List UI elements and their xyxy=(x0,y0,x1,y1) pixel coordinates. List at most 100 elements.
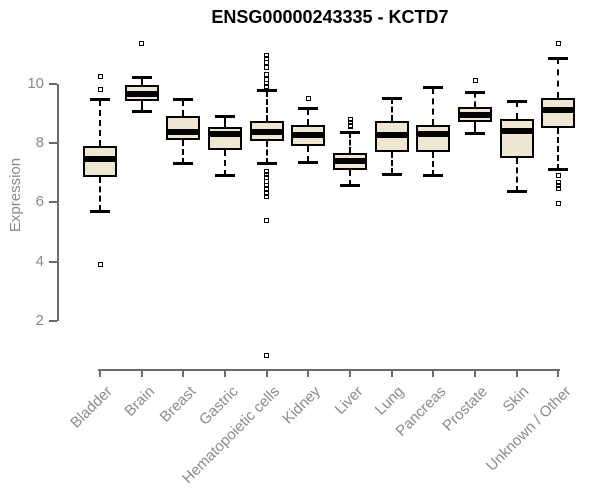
lower-whisker-cap xyxy=(423,174,444,178)
x-tick-mark xyxy=(349,369,351,377)
iqr-box-pancreas xyxy=(416,125,451,152)
y-tick-mark xyxy=(49,201,57,204)
x-tick-label: Bladder xyxy=(67,383,117,432)
outlier-point xyxy=(347,116,353,122)
outlier-point xyxy=(264,64,270,70)
upper-whisker-cap xyxy=(548,56,569,60)
x-tick-mark xyxy=(265,369,268,377)
outlier-point xyxy=(555,40,561,46)
median-line xyxy=(291,132,326,139)
lower-whisker xyxy=(307,145,310,163)
upper-whisker xyxy=(515,101,518,120)
y-tick-label: 4 xyxy=(35,252,44,270)
y-tick-mark xyxy=(49,260,57,263)
x-tick-label: Breast xyxy=(156,383,200,426)
outlier-point xyxy=(264,81,270,86)
median-line xyxy=(416,130,451,137)
x-tick-label: Lung xyxy=(372,383,408,419)
x-tick-label: Skin xyxy=(500,383,533,416)
upper-whisker xyxy=(224,116,226,127)
median-line xyxy=(333,157,367,164)
iqr-box-skin xyxy=(499,119,534,158)
median-line xyxy=(458,111,492,118)
lower-whisker-cap xyxy=(131,110,152,114)
outlier-point xyxy=(555,180,561,186)
lower-whisker xyxy=(224,150,226,176)
x-tick-mark xyxy=(474,369,476,377)
lower-whisker xyxy=(474,122,476,134)
outlier-point xyxy=(264,193,270,199)
x-tick-label: Prostate xyxy=(439,383,492,435)
outlier-point xyxy=(264,183,270,189)
x-tick-label: Brain xyxy=(120,383,158,420)
lower-whisker-cap xyxy=(506,190,527,194)
x-tick-mark xyxy=(307,369,310,377)
x-axis-line xyxy=(98,369,561,371)
lower-whisker-cap xyxy=(215,174,235,178)
x-tick-mark xyxy=(432,369,435,377)
outlier-point xyxy=(472,78,478,84)
median-line xyxy=(166,129,201,136)
lower-whisker xyxy=(140,101,143,112)
lower-whisker-cap xyxy=(340,184,360,188)
x-tick-mark xyxy=(515,369,518,377)
upper-whisker-cap xyxy=(215,114,235,118)
y-tick-label: 6 xyxy=(35,193,44,211)
lower-whisker xyxy=(515,157,518,192)
outlier-point xyxy=(139,40,145,46)
outlier-point xyxy=(97,73,103,79)
upper-whisker-cap xyxy=(90,98,110,102)
lower-whisker xyxy=(432,151,435,176)
upper-whisker xyxy=(349,132,351,154)
upper-whisker-cap xyxy=(506,99,527,103)
x-tick-mark xyxy=(99,369,101,377)
lower-whisker xyxy=(390,151,393,175)
y-tick-label: 2 xyxy=(35,312,44,330)
outlier-point xyxy=(347,124,353,130)
outlier-point xyxy=(264,171,270,177)
x-tick-mark xyxy=(390,369,393,377)
lower-whisker xyxy=(99,177,101,212)
outlier-point xyxy=(97,262,103,268)
upper-whisker-cap xyxy=(340,130,360,134)
y-tick-mark xyxy=(49,82,57,85)
lower-whisker-cap xyxy=(256,162,277,166)
upper-whisker xyxy=(432,87,435,126)
upper-whisker-cap xyxy=(131,76,152,80)
outlier-point xyxy=(264,52,270,58)
outlier-point xyxy=(555,183,561,189)
upper-whisker xyxy=(390,98,393,121)
median-line xyxy=(499,128,534,134)
x-tick-mark xyxy=(182,369,185,377)
y-tick-mark xyxy=(49,320,57,323)
median-line xyxy=(541,107,576,114)
upper-whisker-cap xyxy=(465,90,485,94)
lower-whisker-cap xyxy=(90,209,110,213)
lower-whisker xyxy=(349,169,351,186)
upper-whisker-cap xyxy=(173,98,194,102)
chart-title: ENSG00000243335 - KCTD7 xyxy=(211,7,449,27)
y-tick-mark xyxy=(49,141,57,144)
outlier-point xyxy=(555,173,561,179)
outlier-point xyxy=(264,168,270,174)
upper-whisker xyxy=(557,58,560,99)
median-line xyxy=(249,129,284,136)
outlier-point xyxy=(305,95,311,101)
outlier-point xyxy=(264,352,270,358)
upper-whisker-cap xyxy=(423,86,444,90)
lower-whisker-cap xyxy=(173,162,194,166)
outlier-point xyxy=(264,83,270,89)
y-tick-label: 10 xyxy=(27,74,44,92)
upper-whisker-cap xyxy=(256,89,277,93)
lower-whisker-cap xyxy=(465,132,485,136)
x-tick-mark xyxy=(140,369,143,377)
upper-whisker xyxy=(307,108,310,126)
lower-whisker xyxy=(182,139,185,164)
upper-whisker-cap xyxy=(381,96,402,100)
upper-whisker-cap xyxy=(298,107,319,111)
outlier-point xyxy=(264,217,270,223)
x-tick-mark xyxy=(224,369,226,377)
y-tick-label: 8 xyxy=(35,133,44,151)
lower-whisker-cap xyxy=(298,160,319,164)
